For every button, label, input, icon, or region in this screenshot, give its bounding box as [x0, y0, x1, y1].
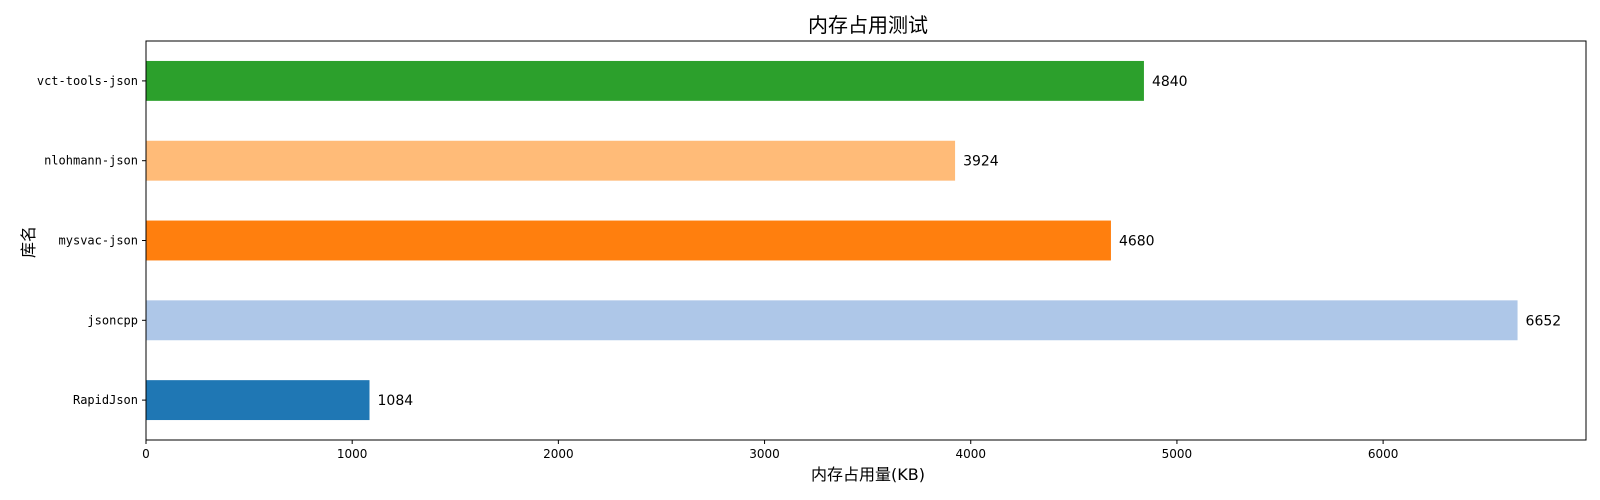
- y-tick-label-nlohmann-json: nlohmann-json: [44, 154, 138, 168]
- x-tick-label-1000: 1000: [337, 447, 368, 461]
- y-tick-label-vct-tools-json: vct-tools-json: [37, 74, 138, 88]
- bar-mysvac-json: [146, 220, 1111, 261]
- x-tick-label-6000: 6000: [1368, 447, 1399, 461]
- bar-nlohmann-json: [146, 140, 956, 181]
- x-tick-label-2000: 2000: [543, 447, 574, 461]
- y-tick-label-rapidjson: RapidJson: [73, 393, 138, 407]
- x-tick-label-5000: 5000: [1162, 447, 1193, 461]
- y-axis-label: 库名: [19, 226, 38, 258]
- value-label-nlohmann-json: 3924: [963, 154, 999, 170]
- plot-frame: [145, 40, 1587, 441]
- value-label-jsoncpp: 6652: [1526, 313, 1562, 329]
- chart-title: 内存占用测试: [808, 13, 928, 37]
- bar-jsoncpp: [146, 300, 1518, 341]
- x-tick-label-0: 0: [142, 447, 150, 461]
- value-label-vct-tools-json: 4840: [1152, 74, 1188, 90]
- bar-rapidjson: [146, 380, 370, 421]
- x-tick-label-3000: 3000: [749, 447, 780, 461]
- value-label-rapidjson: 1084: [378, 393, 414, 409]
- bar-vct-tools-json: [146, 60, 1144, 101]
- ticks: RapidJson jsoncpp mysvac-json nlohmann-json…: [37, 74, 1399, 461]
- x-axis-label: 内存占用量(KB): [811, 465, 925, 484]
- bars: 1084 6652 4680 3924 4840: [146, 60, 1562, 421]
- y-tick-label-mysvac-json: mysvac-json: [59, 234, 138, 248]
- value-label-mysvac-json: 4680: [1119, 234, 1155, 250]
- x-tick-label-4000: 4000: [955, 447, 986, 461]
- y-tick-label-jsoncpp: jsoncpp: [87, 313, 138, 327]
